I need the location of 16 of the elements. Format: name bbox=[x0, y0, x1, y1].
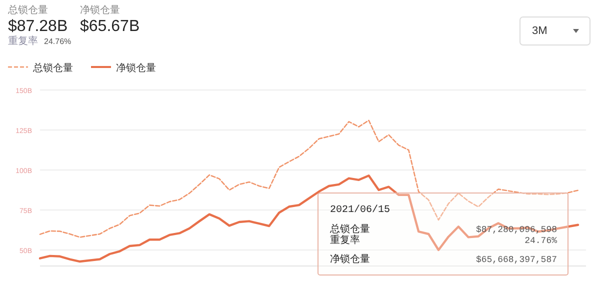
text: 24.76% bbox=[44, 37, 72, 46]
legend-label: 净锁仓量 bbox=[116, 62, 156, 74]
annotation: 净锁仓量 bbox=[330, 253, 370, 265]
text: $87.28B bbox=[8, 18, 68, 35]
text: 净锁仓量 bbox=[80, 4, 120, 16]
line-series bbox=[38, 174, 580, 263]
annotation: 24.76% bbox=[524, 236, 558, 246]
text: 3M bbox=[532, 25, 548, 37]
text: $65.67B bbox=[80, 18, 140, 35]
text: 总锁仓量 bbox=[7, 4, 48, 16]
text: 重复率 bbox=[8, 35, 38, 47]
annotation: 重复率 bbox=[330, 234, 360, 246]
legend-label: 总锁仓量 bbox=[32, 62, 73, 74]
annotation: 总锁仓量 bbox=[329, 223, 370, 235]
annotation: 2021/06/15 bbox=[330, 204, 390, 216]
annotation: $65,668,397,587 bbox=[476, 255, 557, 265]
